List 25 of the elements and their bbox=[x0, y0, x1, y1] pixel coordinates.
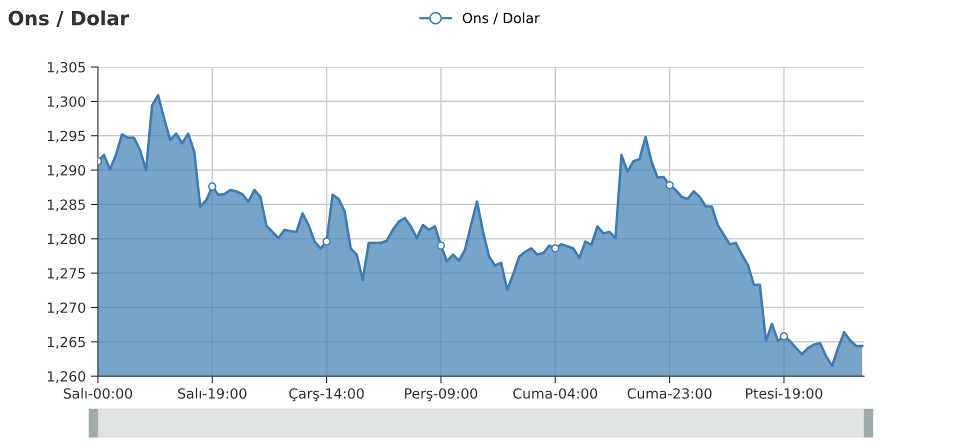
y-tick-label: 1,300 bbox=[48, 96, 86, 108]
point bbox=[208, 182, 216, 191]
x-tick-label: Salı-19:00 bbox=[178, 388, 246, 399]
y-tick-label: 1,290 bbox=[48, 165, 86, 177]
x-tick-label: Perş-09:00 bbox=[405, 388, 478, 402]
point bbox=[436, 241, 446, 250]
x-tick-label: Salı-00:00 bbox=[64, 388, 132, 399]
x-tick-label: Cuma-04:00 bbox=[513, 388, 598, 399]
point bbox=[322, 237, 331, 246]
x-tick-label: Çarş-14:00 bbox=[289, 388, 364, 402]
x-tick-label: Cuma-23:00 bbox=[628, 388, 712, 399]
y-tick-label: 1,295 bbox=[48, 130, 85, 143]
y-tick-label: 1,275 bbox=[48, 268, 85, 280]
y-tick-label: 1,260 bbox=[48, 371, 86, 384]
y-tick-label: 1,270 bbox=[48, 302, 86, 314]
y-tick-label: 1,285 bbox=[48, 199, 85, 212]
legend-label: Ons / Dolar bbox=[462, 12, 540, 24]
x-tick-label: Ptesi-19:00 bbox=[746, 388, 822, 399]
point bbox=[780, 332, 788, 340]
y-tick-label: 1,305 bbox=[48, 62, 85, 74]
y-tick-label: 1,280 bbox=[48, 234, 86, 246]
chart-title: Ons / Dolar bbox=[8, 10, 130, 28]
y-tick-label: 1,265 bbox=[48, 336, 85, 349]
point bbox=[551, 244, 560, 253]
point bbox=[665, 181, 674, 190]
